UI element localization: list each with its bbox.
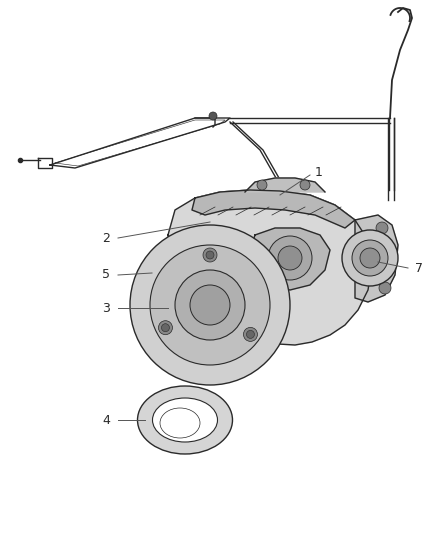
Circle shape xyxy=(342,230,398,286)
Circle shape xyxy=(206,251,214,259)
Circle shape xyxy=(244,327,258,342)
Polygon shape xyxy=(245,178,325,192)
Ellipse shape xyxy=(152,398,218,442)
Polygon shape xyxy=(355,215,398,302)
Circle shape xyxy=(300,180,310,190)
Circle shape xyxy=(247,330,254,338)
Circle shape xyxy=(379,282,391,294)
Circle shape xyxy=(203,248,217,262)
Circle shape xyxy=(190,285,230,325)
Circle shape xyxy=(150,245,270,365)
Circle shape xyxy=(364,259,376,271)
Text: 4: 4 xyxy=(102,414,110,426)
Circle shape xyxy=(159,321,173,335)
Circle shape xyxy=(376,222,388,234)
Polygon shape xyxy=(250,228,330,290)
Text: 7: 7 xyxy=(415,262,423,274)
Circle shape xyxy=(278,246,302,270)
Text: 2: 2 xyxy=(102,231,110,245)
Circle shape xyxy=(162,324,170,332)
Circle shape xyxy=(175,270,245,340)
Polygon shape xyxy=(192,190,355,228)
Circle shape xyxy=(209,112,217,120)
Ellipse shape xyxy=(138,386,233,454)
Text: 1: 1 xyxy=(315,166,323,179)
Ellipse shape xyxy=(160,408,200,438)
Circle shape xyxy=(150,265,166,281)
Circle shape xyxy=(360,248,380,268)
Circle shape xyxy=(130,225,290,385)
Polygon shape xyxy=(168,190,372,345)
Circle shape xyxy=(352,240,388,276)
Text: 5: 5 xyxy=(102,269,110,281)
Circle shape xyxy=(257,180,267,190)
Circle shape xyxy=(268,236,312,280)
Text: 3: 3 xyxy=(102,302,110,314)
